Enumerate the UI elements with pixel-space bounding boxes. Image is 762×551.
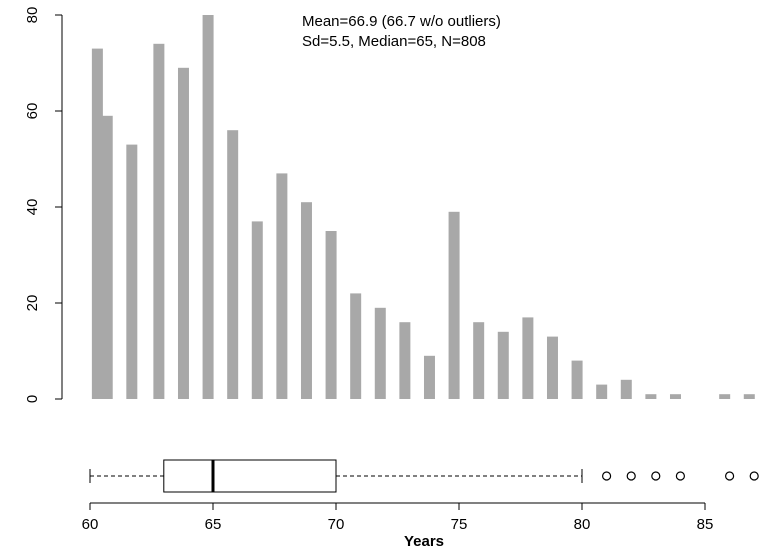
y-tick-label: 20 bbox=[24, 295, 41, 312]
iqr-box bbox=[163, 459, 337, 493]
histogram-bar bbox=[497, 331, 509, 399]
y-tick-label: 0 bbox=[24, 395, 41, 403]
histogram-bar bbox=[177, 67, 189, 400]
histogram-bar bbox=[719, 394, 731, 399]
histogram-bar bbox=[620, 379, 632, 399]
histogram-bar bbox=[251, 221, 263, 399]
histogram-bar bbox=[571, 360, 583, 399]
outlier-point bbox=[749, 471, 759, 481]
x-tick-label: 75 bbox=[451, 516, 468, 533]
x-tick-label: 65 bbox=[205, 516, 222, 533]
outlier-point bbox=[601, 471, 612, 481]
x-tick-label: 80 bbox=[574, 516, 591, 533]
histogram-bar bbox=[399, 322, 411, 399]
summary-stats: Mean=66.9 (66.7 w/o outliers) Sd=5.5, Med… bbox=[302, 13, 501, 50]
histogram-bar bbox=[423, 355, 435, 399]
y-axis: 0 20 40 60 80 bbox=[24, 7, 63, 403]
histogram-bar bbox=[325, 231, 337, 399]
histogram-bar bbox=[448, 211, 460, 399]
y-tick-label: 80 bbox=[24, 7, 41, 24]
histogram-bar bbox=[473, 322, 485, 399]
x-tick-label: 60 bbox=[82, 516, 99, 533]
outlier-point bbox=[626, 471, 636, 481]
x-tick-label: 70 bbox=[328, 516, 345, 533]
histogram-bar bbox=[645, 394, 657, 399]
histogram-bar bbox=[300, 202, 312, 399]
stats-line: Sd=5.5, Median=65, N=808 bbox=[302, 33, 486, 50]
histogram-bar bbox=[126, 144, 138, 399]
histogram-bar bbox=[202, 15, 214, 399]
histogram-bar bbox=[350, 293, 362, 399]
histogram-bar bbox=[101, 115, 113, 400]
histogram-bar bbox=[153, 43, 165, 400]
histogram-bar bbox=[669, 394, 681, 399]
outlier-point bbox=[651, 471, 661, 481]
histogram-bar bbox=[522, 317, 534, 399]
outlier-point bbox=[724, 471, 735, 481]
stats-line: Mean=66.9 (66.7 w/o outliers) bbox=[302, 13, 501, 30]
histogram-bar bbox=[743, 394, 755, 399]
histogram-bars bbox=[91, 15, 755, 400]
outlier-point bbox=[675, 471, 686, 481]
histogram-bar bbox=[596, 384, 608, 399]
x-tick-label: 85 bbox=[697, 516, 714, 533]
histogram-bar bbox=[276, 173, 288, 399]
histogram-bar bbox=[546, 336, 558, 399]
histogram-bar bbox=[91, 48, 103, 399]
x-axis: 60 65 70 75 80 85 Years bbox=[82, 502, 714, 550]
y-tick-label: 60 bbox=[24, 103, 41, 120]
x-axis-title: Years bbox=[404, 533, 444, 550]
boxplot bbox=[89, 459, 759, 493]
histogram-bar bbox=[374, 307, 386, 399]
y-tick-label: 40 bbox=[24, 199, 41, 216]
histogram-bar bbox=[227, 130, 239, 399]
